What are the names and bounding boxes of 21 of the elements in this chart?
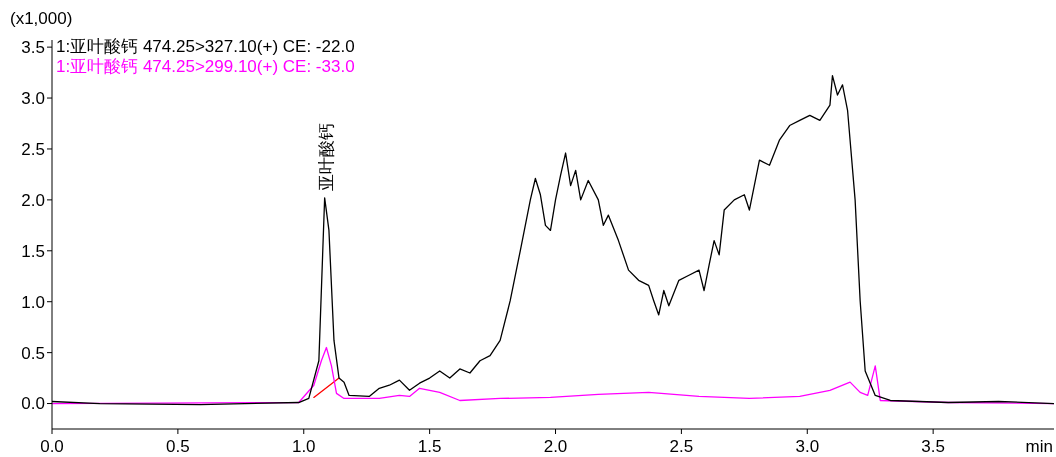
text: 1:亚叶酸钙 474.25>299.10(+) CE: -33.0 [56,57,355,76]
y-tick-label: 0.5 [21,343,45,363]
x-tick-label: 3.0 [795,437,820,456]
x-tick-label: 1.5 [417,437,442,456]
y-tick-label: 3.5 [21,38,45,58]
x-tick-label: 0.5 [166,437,190,456]
y-tick-label: 1.0 [21,292,45,312]
text: 1:亚叶酸钙 474.25>327.10(+) CE: -22.0 [56,37,355,56]
y-axis-title: (x1,000) [10,9,73,28]
x-tick-label: 2.0 [543,437,568,456]
y-tick-label: 2.5 [21,139,45,159]
y-tick-label: 2.0 [21,190,45,210]
annotation: 亚叶酸钙 [316,122,337,191]
x-tick-label: 2.5 [669,437,694,456]
x-tick-label: 1.0 [291,437,316,456]
x-axis-title: min [1025,437,1053,456]
x-tick-label: 0.0 [40,437,64,456]
y-tick-label: 1.5 [21,241,45,261]
y-tick-label: 3.0 [21,88,45,108]
y-tick-label: 0.0 [21,394,45,414]
x-tick-label: 3.5 [921,437,945,456]
